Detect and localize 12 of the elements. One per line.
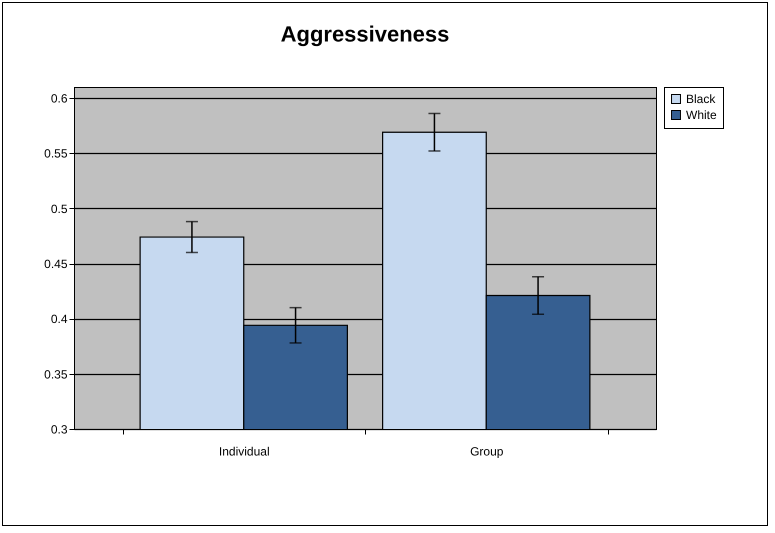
chart-title: Aggressiveness [280,22,450,46]
x-tick-label: Group [470,444,504,458]
y-tick-label: 0.55 [44,146,68,161]
y-tick-label: 0.4 [50,312,68,326]
y-tick-label: 0.35 [44,367,68,382]
y-tick-label: 0.3 [50,422,68,436]
legend-label: White [686,108,717,122]
y-tick-label: 0.5 [50,202,68,216]
y-tick-label: 0.45 [44,257,68,272]
legend-label: Black [686,92,716,106]
y-tick-label: 0.6 [50,92,68,106]
x-tick-label: Individual [218,444,270,458]
